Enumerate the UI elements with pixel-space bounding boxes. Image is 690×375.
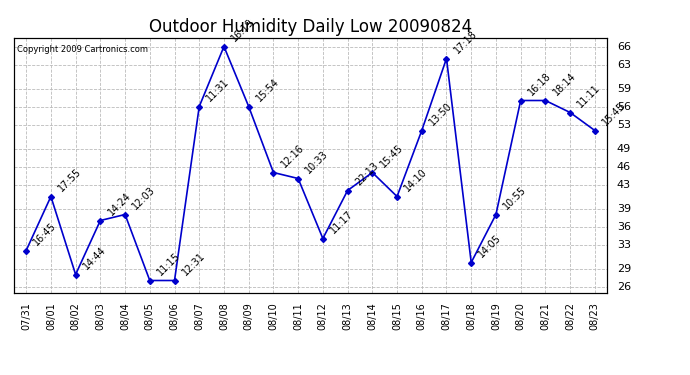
Text: 15:54: 15:54 (254, 77, 281, 104)
Text: 12:03: 12:03 (130, 185, 157, 212)
Text: 12:31: 12:31 (180, 251, 207, 278)
Text: 22:13: 22:13 (353, 161, 380, 188)
Text: 11:31: 11:31 (205, 77, 231, 104)
Text: 14:10: 14:10 (402, 167, 429, 194)
Text: 12:16: 12:16 (279, 143, 306, 170)
Text: 17:18: 17:18 (452, 29, 479, 56)
Text: 11:17: 11:17 (328, 209, 355, 236)
Text: 16:19: 16:19 (230, 17, 256, 44)
Title: Outdoor Humidity Daily Low 20090824: Outdoor Humidity Daily Low 20090824 (149, 18, 472, 36)
Text: 14:05: 14:05 (477, 233, 504, 260)
Text: 13:50: 13:50 (427, 101, 454, 128)
Text: 14:44: 14:44 (81, 245, 108, 272)
Text: 14:24: 14:24 (106, 191, 132, 218)
Text: 16:18: 16:18 (526, 71, 553, 98)
Text: 15:45: 15:45 (378, 143, 405, 170)
Text: Copyright 2009 Cartronics.com: Copyright 2009 Cartronics.com (17, 45, 148, 54)
Text: 15:45: 15:45 (600, 101, 627, 128)
Text: 18:14: 18:14 (551, 71, 578, 98)
Text: 17:55: 17:55 (57, 167, 83, 194)
Text: 16:45: 16:45 (32, 221, 59, 248)
Text: 11:11: 11:11 (575, 83, 602, 110)
Text: 11:15: 11:15 (155, 251, 182, 278)
Text: 10:33: 10:33 (304, 149, 331, 176)
Text: 10:55: 10:55 (502, 185, 529, 212)
